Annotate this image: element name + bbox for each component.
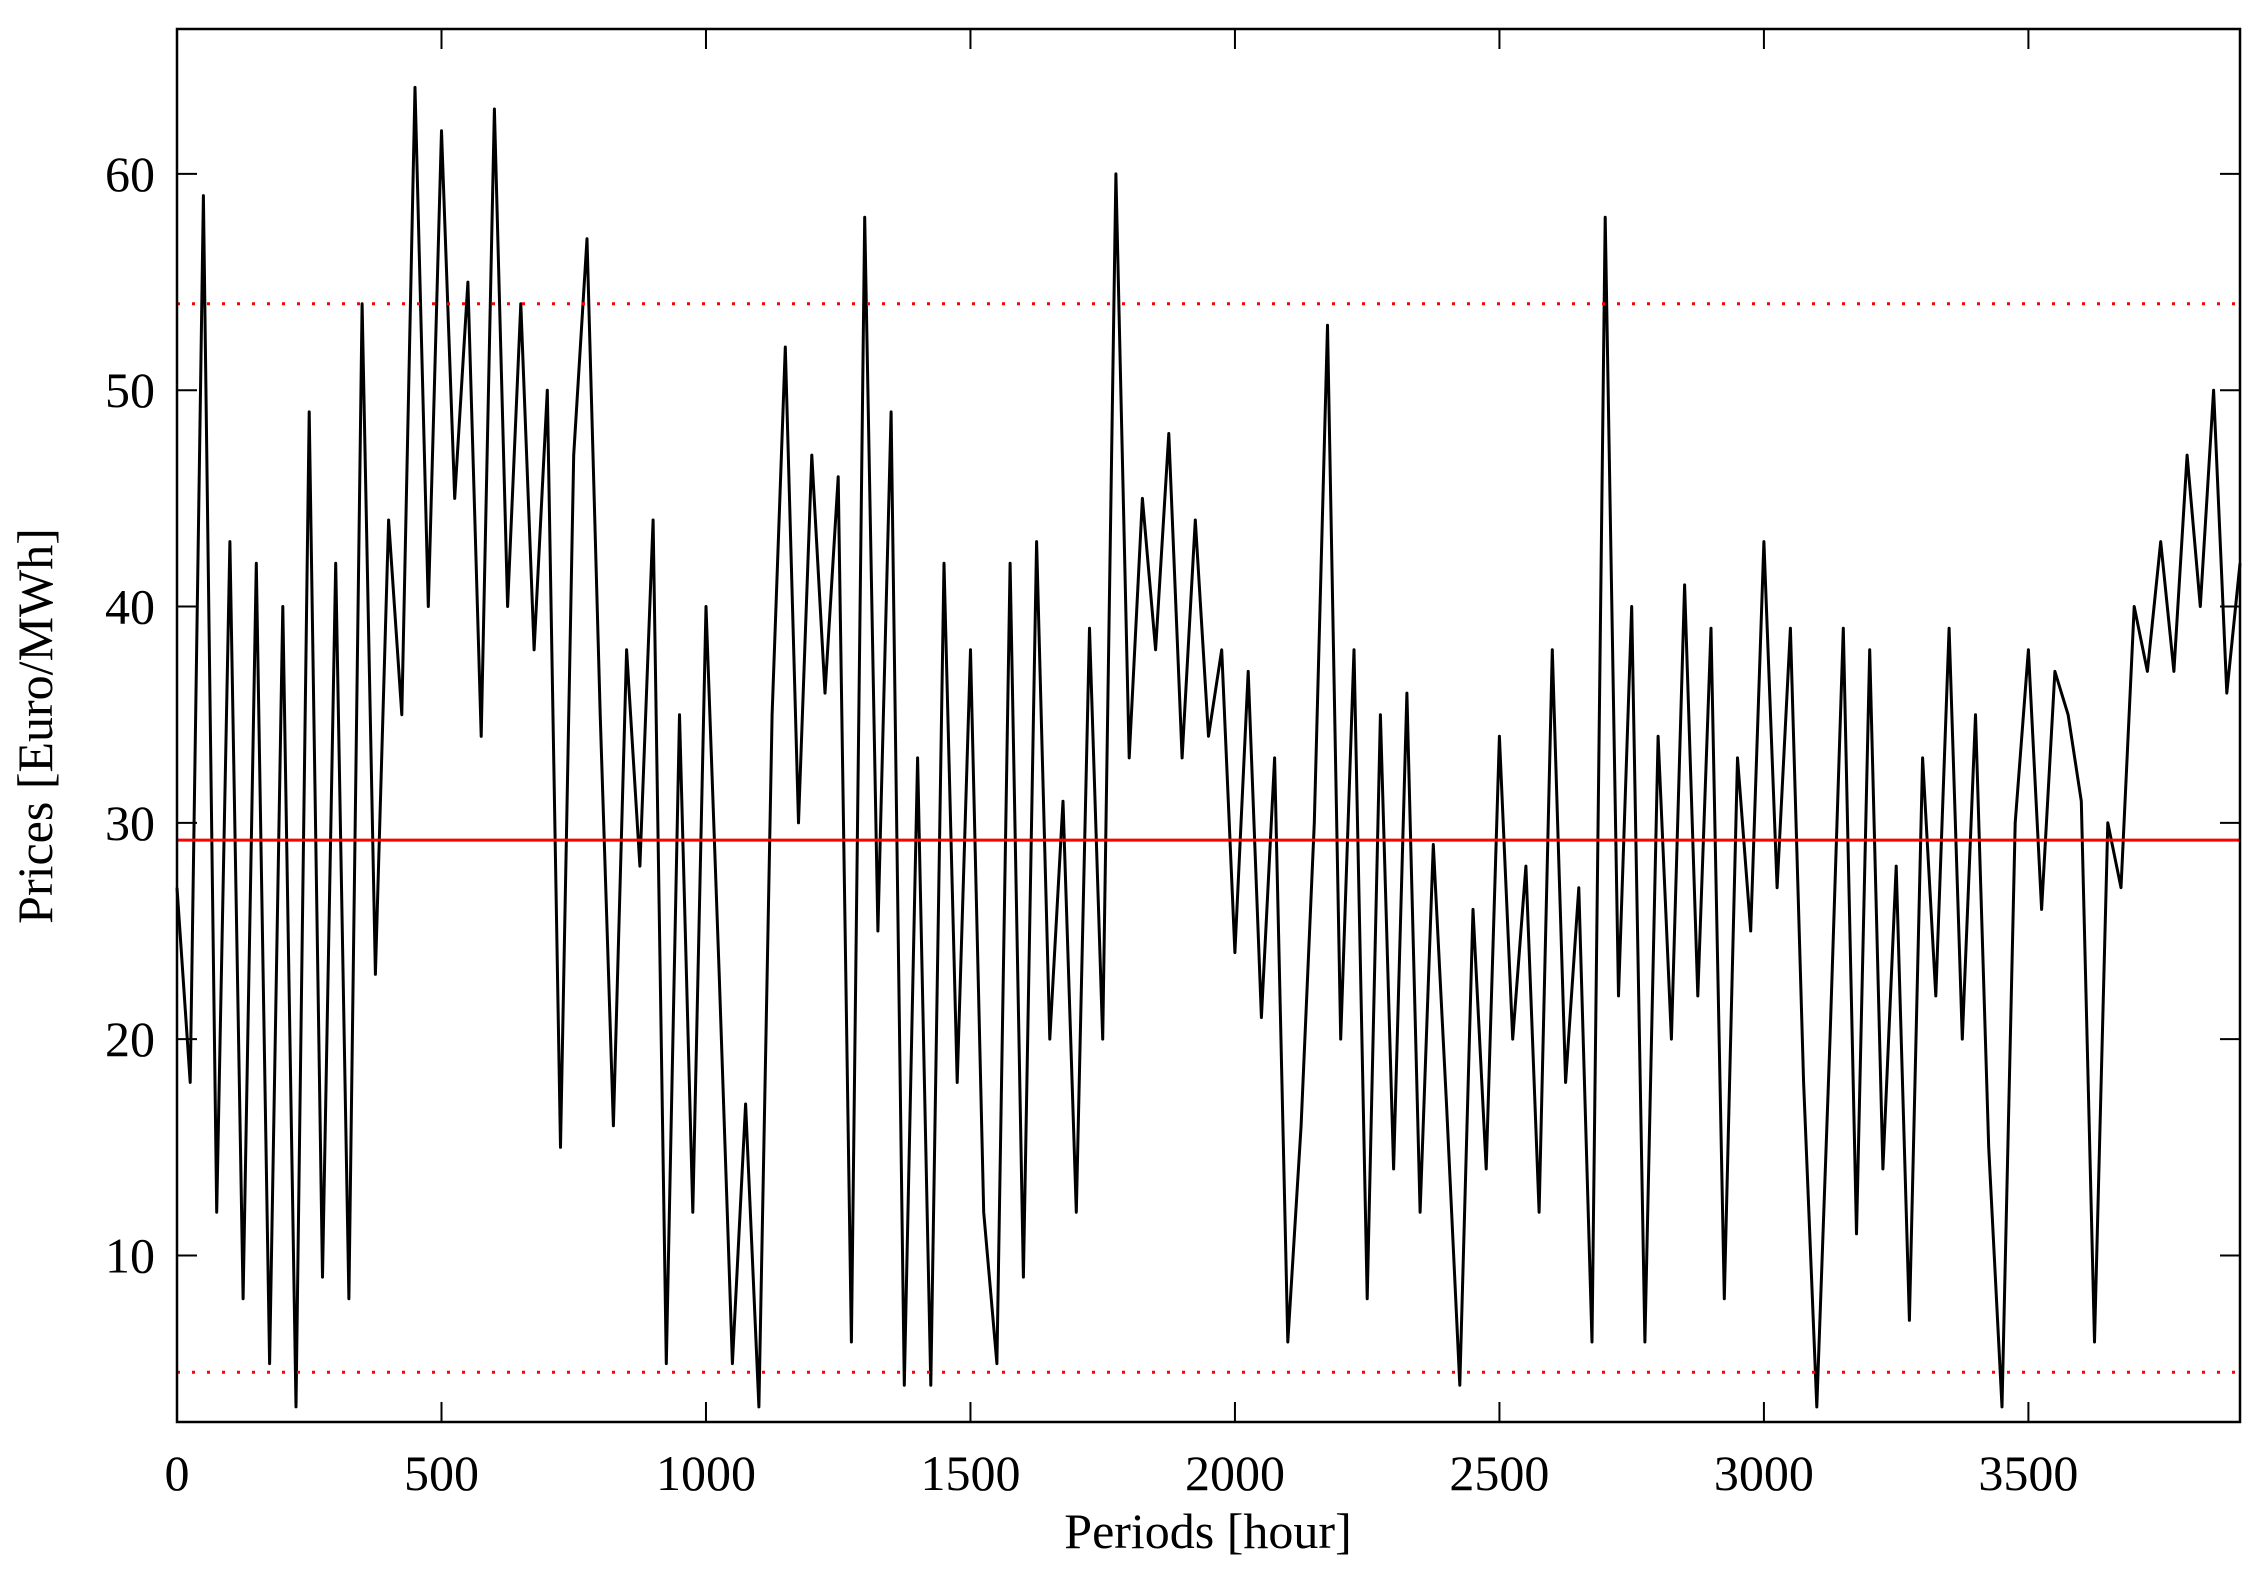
x-axis-label: Periods [hour] (1064, 1503, 1351, 1559)
plot-frame (175, 27, 2242, 1424)
x-tick-label: 0 (165, 1445, 190, 1501)
x-tick-label: 1500 (920, 1445, 1020, 1501)
y-axis-label: Prices [Euro/MWh] (7, 528, 63, 924)
y-tick-label: 30 (105, 795, 155, 851)
x-tick-label: 2500 (1449, 1445, 1549, 1501)
x-tick-label: 2000 (1185, 1445, 1285, 1501)
y-tick-label: 40 (105, 579, 155, 635)
y-tick-label: 50 (105, 362, 155, 418)
x-tick-label: 1000 (656, 1445, 756, 1501)
x-tick-label: 3000 (1714, 1445, 1814, 1501)
y-tick-label: 20 (105, 1011, 155, 1067)
x-tick-label: 3500 (1978, 1445, 2078, 1501)
y-tick-label: 60 (105, 146, 155, 202)
x-tick-label: 500 (404, 1445, 479, 1501)
price-line (175, 85, 2242, 1409)
y-tick-label: 10 (105, 1227, 155, 1283)
